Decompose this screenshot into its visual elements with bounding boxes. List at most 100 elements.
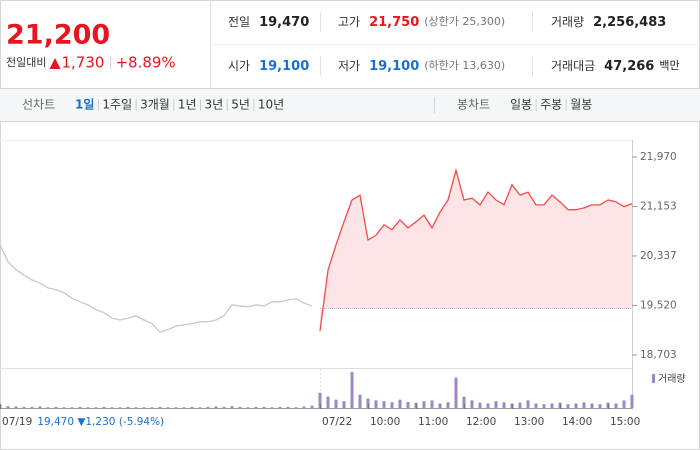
x-tick-label: 11:00 bbox=[418, 416, 448, 428]
info-value: 19,100 bbox=[259, 59, 309, 74]
volume-bar bbox=[246, 407, 250, 408]
volume-bar bbox=[110, 407, 114, 408]
volume-bar bbox=[262, 406, 266, 408]
info-value: 19,470 bbox=[259, 15, 309, 30]
x-tick-label: 14:00 bbox=[562, 416, 592, 428]
volume-bar bbox=[390, 402, 394, 408]
volume-bar bbox=[270, 407, 274, 408]
x-tick-label: 13:00 bbox=[514, 416, 544, 428]
price-line bbox=[319, 167, 633, 331]
volume-bar bbox=[582, 402, 586, 408]
volume-bar bbox=[78, 406, 82, 408]
volume-bar bbox=[134, 407, 138, 408]
volume-bar bbox=[294, 407, 298, 408]
volume-bar bbox=[438, 403, 442, 408]
volume-bar bbox=[182, 407, 186, 408]
volume-bar bbox=[174, 407, 178, 408]
tab[interactable]: 1일 bbox=[75, 98, 94, 112]
up-arrow bbox=[49, 58, 61, 69]
info-item: 저가 19,100 (하한가 13,630) bbox=[338, 58, 505, 74]
info-label: 저가 bbox=[338, 59, 360, 73]
tab-group-label: 봉차트 bbox=[457, 98, 490, 112]
info-value: 2,256,483 bbox=[593, 15, 666, 30]
y-tick-label: 18,703 bbox=[640, 349, 677, 361]
volume-bar bbox=[470, 400, 474, 408]
change-value: 1,730 bbox=[61, 54, 104, 72]
volume-bar bbox=[430, 400, 434, 408]
volume-bar bbox=[486, 403, 490, 408]
volume-bar bbox=[238, 406, 242, 408]
tab[interactable]: 일봉 bbox=[510, 98, 532, 112]
volume-bar bbox=[54, 406, 58, 408]
info-item: 거래대금 47,266 백만 bbox=[551, 59, 680, 74]
tab[interactable]: 월봉 bbox=[570, 98, 592, 112]
tab[interactable]: 3개월 bbox=[140, 98, 170, 112]
current-price: 21,200 bbox=[6, 20, 110, 51]
volume-bar bbox=[190, 406, 194, 408]
volume-bar bbox=[334, 399, 338, 408]
y-tick-label: 19,520 bbox=[640, 299, 677, 311]
info-note: (상한가 25,300) bbox=[424, 15, 505, 28]
x-tick-label: 07/22 bbox=[322, 416, 352, 428]
info-item: 고가 21,750 (상한가 25,300) bbox=[338, 15, 505, 30]
tab-bar bbox=[0, 89, 700, 121]
volume-bar bbox=[14, 406, 18, 408]
tab-group-label: 선차트 bbox=[22, 98, 55, 112]
y-tick-label: 20,337 bbox=[640, 250, 677, 262]
volume-bar bbox=[358, 394, 362, 408]
volume-bar bbox=[70, 407, 74, 408]
x-tick-label: 10:00 bbox=[370, 416, 400, 428]
volume-bar bbox=[206, 406, 210, 408]
volume-bar bbox=[590, 403, 594, 408]
tab[interactable]: 5년 bbox=[231, 98, 250, 112]
volume-bar bbox=[614, 403, 618, 408]
volume-bar bbox=[550, 403, 554, 408]
volume-bar bbox=[62, 407, 66, 408]
volume-bar bbox=[598, 404, 602, 408]
info-label: 거래량 bbox=[551, 15, 584, 29]
y-tick-label: 21,153 bbox=[640, 200, 677, 212]
volume-bar bbox=[494, 401, 498, 408]
info-value: 21,750 bbox=[369, 15, 419, 30]
volume-bar bbox=[534, 403, 538, 408]
volume-bar bbox=[406, 401, 410, 408]
volume-bar bbox=[222, 406, 226, 408]
volume-bar bbox=[566, 404, 570, 408]
volume-bar bbox=[382, 401, 386, 408]
volume-bar bbox=[166, 407, 170, 408]
tab[interactable]: 1주일 bbox=[102, 98, 132, 112]
change-percent: +8.89% bbox=[115, 54, 175, 72]
volume-bar bbox=[574, 403, 578, 408]
volume-bar bbox=[526, 400, 530, 408]
previous-summary: 19,470 ▼1,230 (-5.94%) bbox=[37, 416, 164, 428]
volume-bar bbox=[30, 406, 34, 408]
volume-bar bbox=[398, 399, 402, 408]
info-item: 거래량 2,256,483 bbox=[551, 15, 666, 30]
change-label: 전일대비 bbox=[6, 55, 46, 69]
volume-bar bbox=[630, 394, 634, 408]
volume-bar bbox=[86, 407, 90, 408]
info-label: 고가 bbox=[338, 15, 360, 29]
volume-bar bbox=[118, 407, 122, 408]
info-label: 전일 bbox=[228, 15, 250, 29]
tab[interactable]: 주봉 bbox=[540, 98, 562, 112]
tab[interactable]: 3년 bbox=[205, 98, 224, 112]
volume-bar bbox=[302, 406, 306, 408]
volume-bar bbox=[542, 404, 546, 408]
volume-bar bbox=[462, 396, 466, 408]
volume-bar bbox=[150, 407, 154, 408]
volume-bar bbox=[38, 406, 42, 408]
legend-swatch bbox=[652, 374, 655, 383]
volume-bar bbox=[46, 407, 50, 408]
volume-bar bbox=[374, 400, 378, 408]
volume-bar bbox=[518, 402, 522, 408]
volume-bar bbox=[342, 401, 346, 408]
info-note: 백만 bbox=[659, 59, 679, 72]
volume-bar bbox=[230, 406, 234, 408]
info-label: 시가 bbox=[228, 59, 250, 73]
volume-bar bbox=[278, 406, 282, 408]
tab[interactable]: 10년 bbox=[258, 98, 284, 112]
tab[interactable]: 1년 bbox=[178, 98, 197, 112]
volume-bar bbox=[350, 371, 354, 408]
